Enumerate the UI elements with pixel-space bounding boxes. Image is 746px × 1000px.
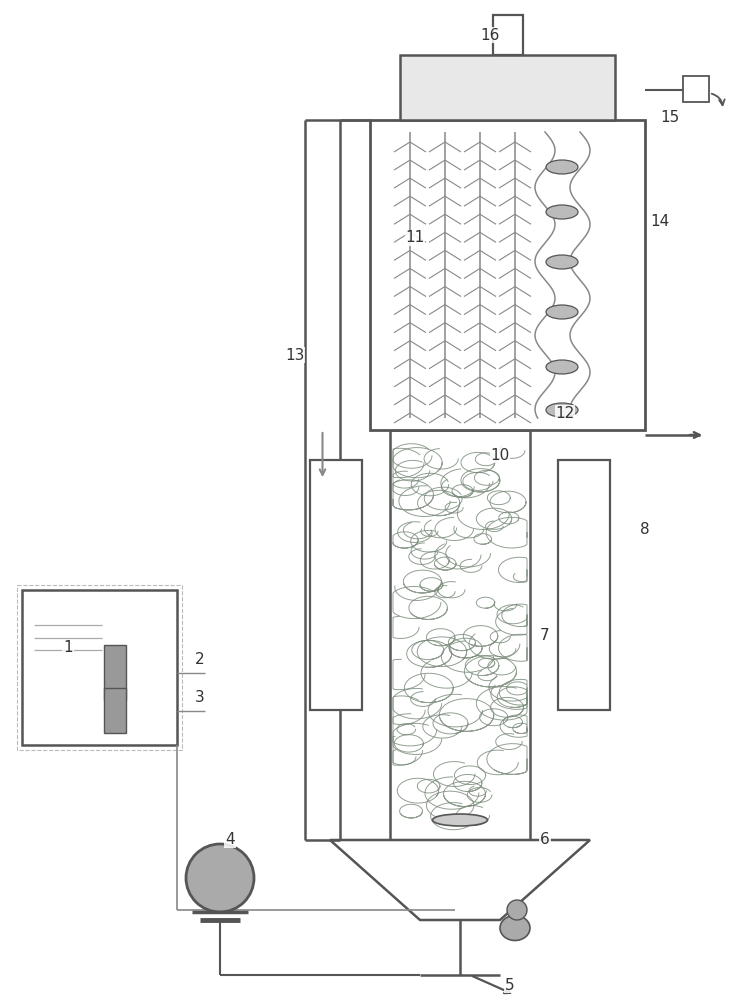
Ellipse shape [546, 360, 578, 374]
Text: 16: 16 [480, 27, 500, 42]
Bar [400, 55, 615, 120]
Text: 11: 11 [405, 231, 424, 245]
Text: 5: 5 [505, 978, 515, 992]
Bar [104, 688, 126, 733]
Text: 1: 1 [63, 641, 73, 656]
Ellipse shape [500, 916, 530, 940]
Ellipse shape [433, 814, 487, 826]
Text: 12: 12 [555, 406, 574, 420]
Circle shape [507, 900, 527, 920]
Bar [17, 585, 182, 750]
Bar [370, 120, 645, 430]
Ellipse shape [546, 305, 578, 319]
Ellipse shape [546, 160, 578, 174]
Text: 4: 4 [225, 832, 235, 848]
Text: 3: 3 [195, 690, 205, 706]
Ellipse shape [546, 255, 578, 269]
Bar [310, 460, 362, 710]
Ellipse shape [546, 403, 578, 417]
Text: 2: 2 [195, 652, 205, 668]
Text: 8: 8 [640, 522, 650, 538]
Bar [492, 15, 522, 55]
Bar [558, 460, 610, 710]
Text: 10: 10 [490, 448, 510, 462]
Bar [104, 645, 126, 700]
Text: 6: 6 [540, 832, 550, 848]
Circle shape [186, 844, 254, 912]
Bar [390, 430, 530, 840]
Bar [683, 76, 709, 102]
Text: 14: 14 [651, 215, 670, 230]
Text: 13: 13 [285, 348, 304, 362]
Polygon shape [330, 840, 590, 920]
Bar [22, 590, 177, 745]
Text: 15: 15 [660, 110, 680, 125]
Text: 7: 7 [540, 628, 550, 643]
Ellipse shape [546, 205, 578, 219]
